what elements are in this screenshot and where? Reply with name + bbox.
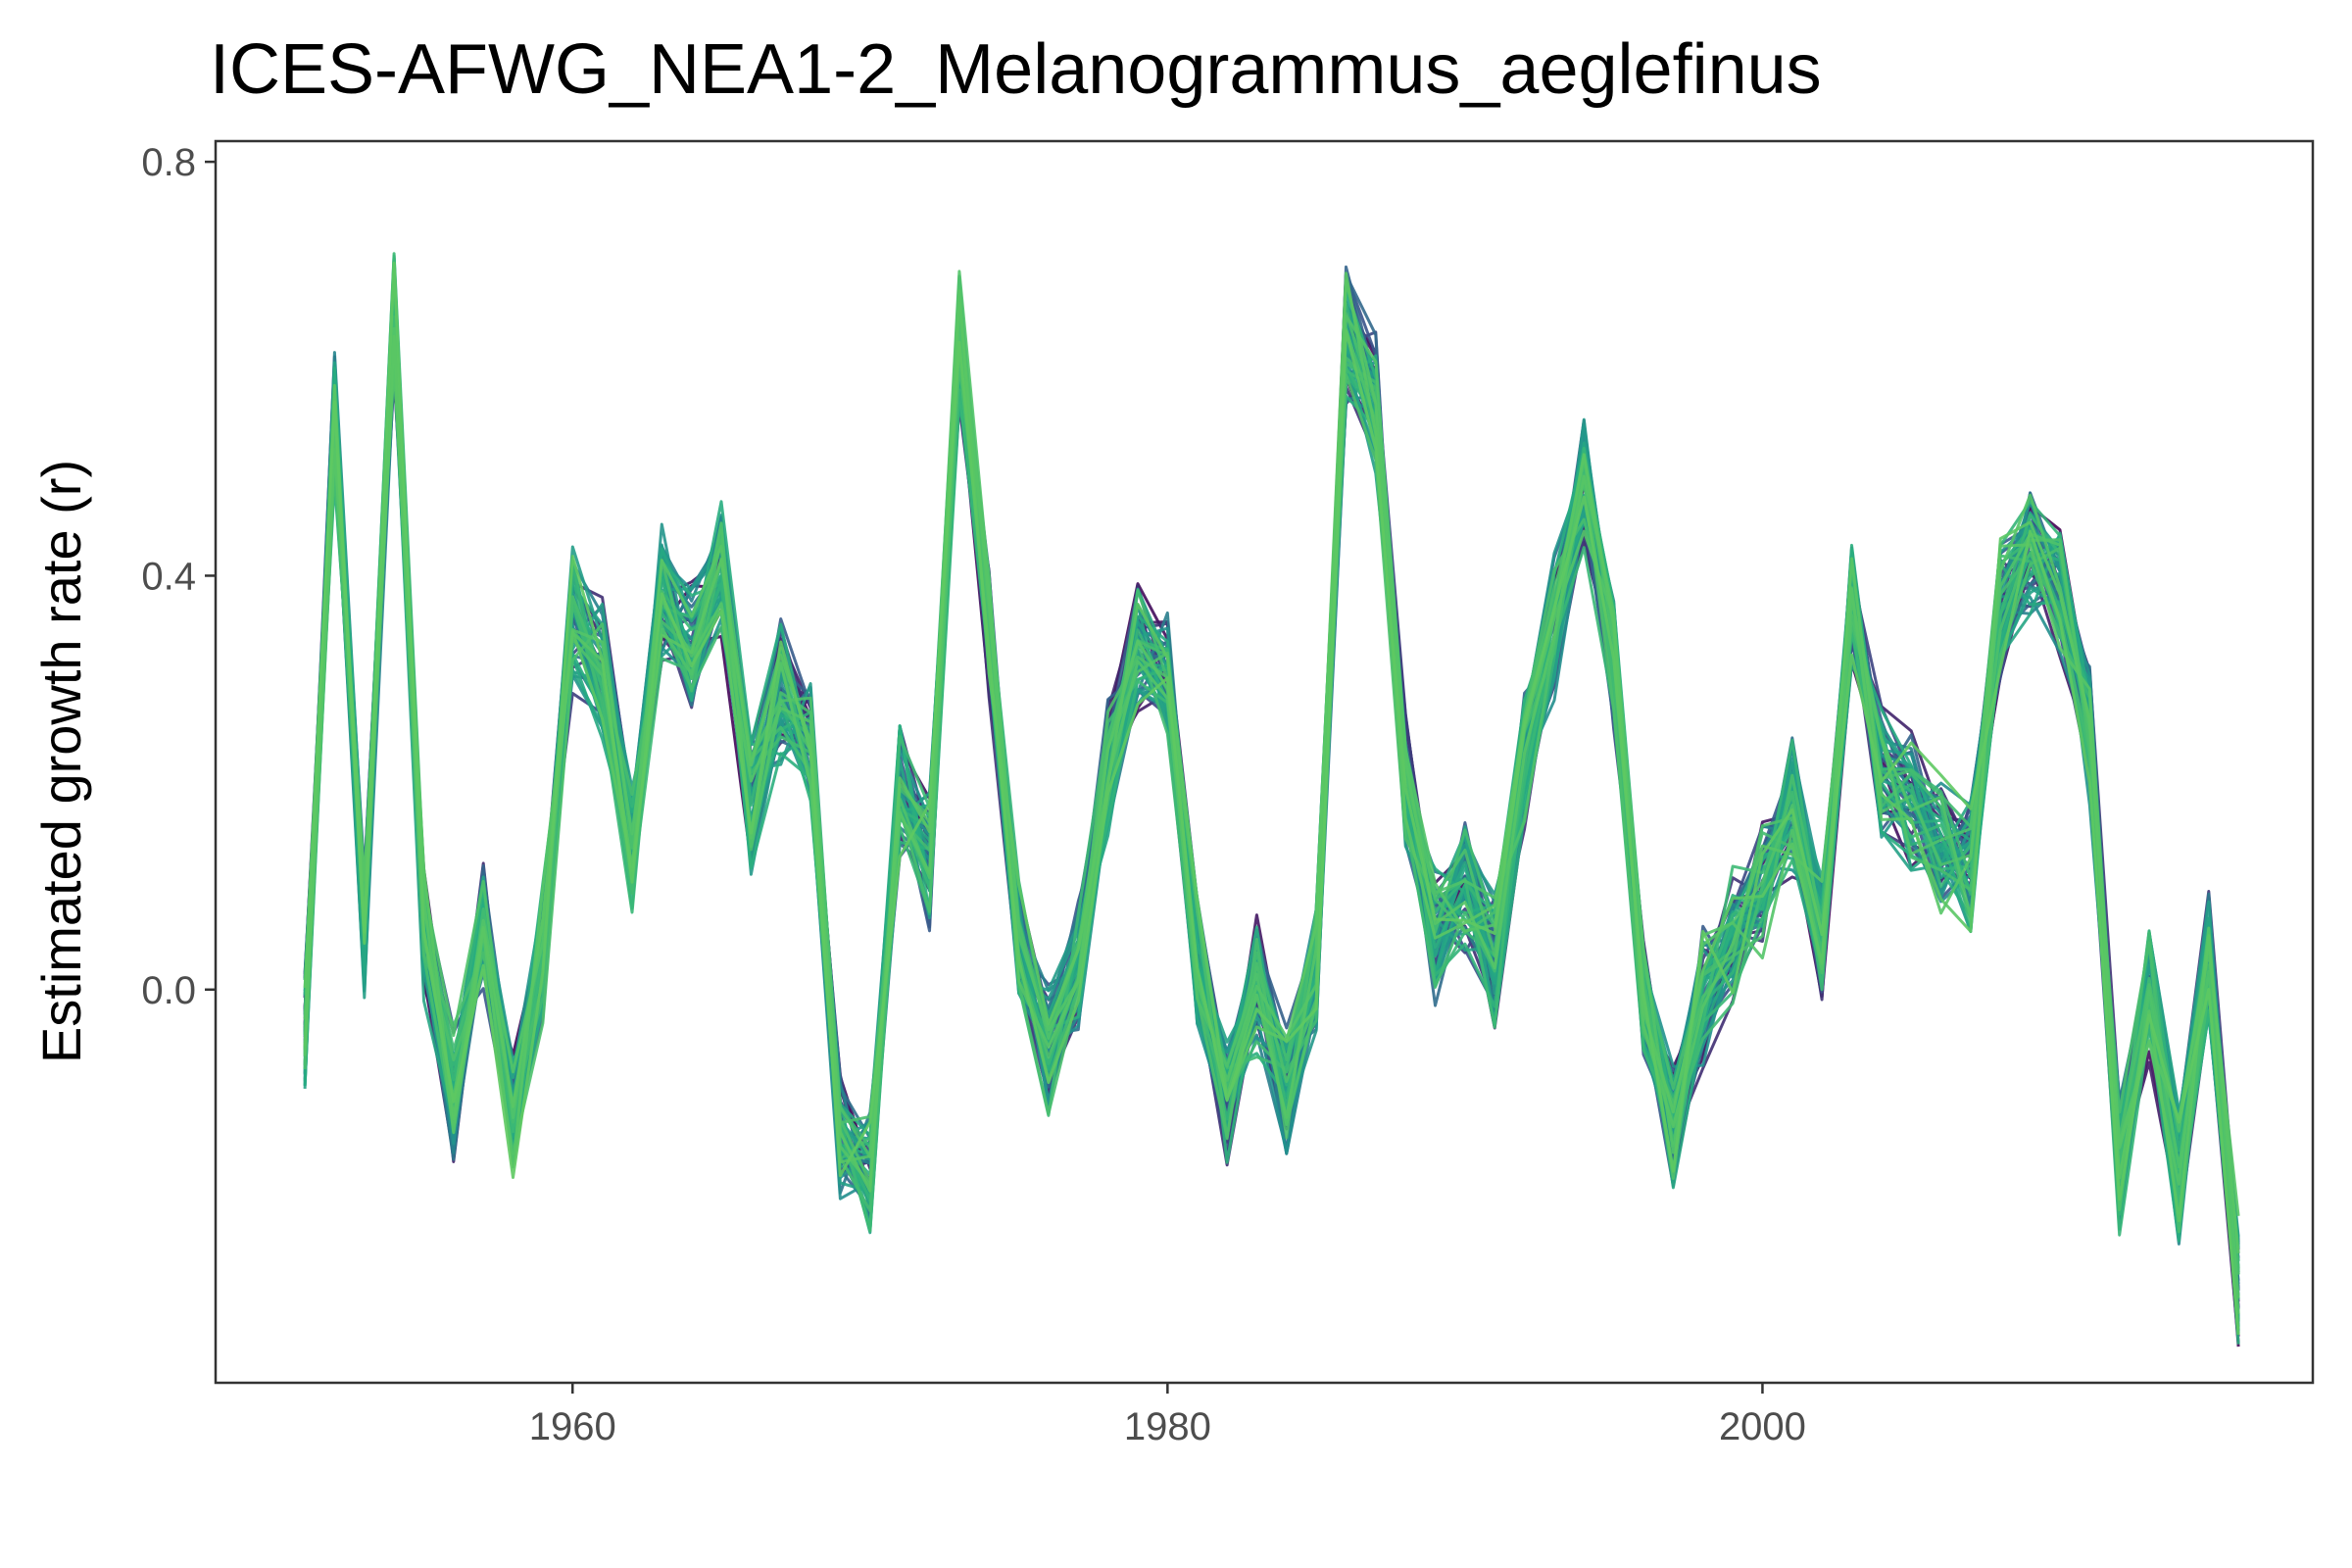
series-line-60	[303, 262, 2240, 1336]
series-line-47	[303, 286, 2240, 1275]
series-line-6	[303, 282, 2240, 1244]
series-line-12	[303, 301, 2240, 1245]
series-line-50	[303, 264, 2240, 1321]
series-line-22	[303, 318, 2240, 1281]
series-line-5	[303, 284, 2240, 1250]
y-axis-title: Estimated growth rate (r)	[30, 460, 92, 1063]
series-line-51	[303, 252, 2240, 1268]
series-line-29	[303, 274, 2240, 1322]
series-line-41	[303, 289, 2240, 1299]
series-line-33	[303, 289, 2240, 1248]
series-line-20	[303, 265, 2240, 1330]
series-line-1	[303, 314, 2240, 1243]
series-line-36	[303, 277, 2240, 1321]
series-line-21	[303, 272, 2240, 1269]
series-line-44	[303, 285, 2240, 1249]
series-line-18	[303, 272, 2240, 1254]
series-line-11	[303, 303, 2240, 1249]
y-axis: 0.0 0.4 0.8	[141, 141, 216, 1012]
series-line-16	[303, 272, 2240, 1289]
series-line-17	[303, 271, 2240, 1258]
y-tick-label: 0.8	[141, 141, 196, 184]
chart-title: ICES-AFWG_NEA1-2_Melanogrammus_aeglefinu…	[210, 30, 1822, 109]
y-tick-label: 0.4	[141, 555, 196, 598]
x-tick-label: 1960	[529, 1405, 616, 1448]
series-line-57	[303, 270, 2240, 1298]
series-line-15	[303, 256, 2240, 1273]
series-layer	[303, 252, 2240, 1348]
x-tick-label: 2000	[1719, 1405, 1806, 1448]
series-line-48	[303, 311, 2240, 1274]
series-line-53	[303, 315, 2240, 1270]
series-line-49	[303, 270, 2240, 1262]
x-tick-label: 1980	[1124, 1405, 1211, 1448]
series-line-19	[303, 285, 2240, 1250]
x-axis: 1960 1980 2000	[529, 1383, 1806, 1448]
series-line-54	[303, 312, 2240, 1275]
series-line-59	[303, 271, 2240, 1253]
y-tick-label: 0.0	[141, 969, 196, 1012]
series-line-13	[303, 270, 2240, 1320]
series-line-26	[303, 304, 2240, 1285]
plot-panel-border	[214, 139, 2315, 1385]
